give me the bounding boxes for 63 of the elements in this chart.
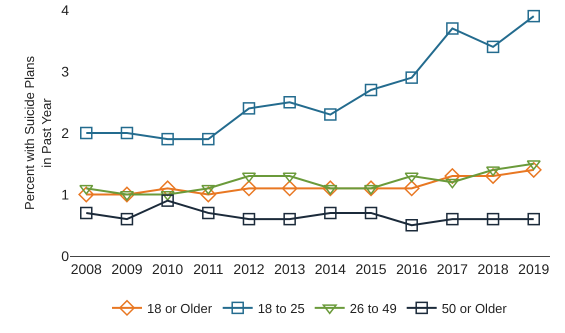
x-tick-label: 2014 bbox=[314, 260, 346, 277]
point bbox=[364, 184, 378, 195]
point bbox=[78, 186, 94, 202]
x-tick-label: 2019 bbox=[518, 260, 550, 277]
point bbox=[446, 22, 459, 35]
legend-label: 18 or Older bbox=[147, 300, 213, 316]
point bbox=[324, 206, 337, 220]
x-tick-label: 2017 bbox=[436, 260, 468, 277]
x-tick-label: 2012 bbox=[233, 260, 265, 277]
point bbox=[241, 180, 257, 196]
y-tick-label: 4 bbox=[61, 2, 70, 18]
point bbox=[202, 206, 215, 220]
y-tick-label: 3 bbox=[61, 63, 70, 80]
y-axis-title: Percent with Suicide Plans in Past Year bbox=[22, 56, 54, 210]
y-tick-label: 2 bbox=[61, 124, 70, 141]
x-tick-label: 2009 bbox=[111, 260, 143, 277]
legend-label: 50 or Older bbox=[442, 300, 508, 316]
x-tick-label: 2016 bbox=[396, 260, 428, 277]
point bbox=[283, 96, 296, 108]
legend-label: 26 to 49 bbox=[350, 300, 397, 316]
point bbox=[242, 212, 256, 226]
point bbox=[160, 180, 176, 196]
point bbox=[486, 40, 500, 54]
point bbox=[527, 212, 540, 226]
point bbox=[364, 84, 378, 96]
point bbox=[161, 132, 174, 146]
point bbox=[120, 126, 134, 140]
point bbox=[202, 132, 215, 146]
point bbox=[80, 126, 93, 140]
y-tick-label: 0 bbox=[61, 248, 70, 264]
legend-label: 18 to 25 bbox=[258, 300, 305, 316]
point bbox=[120, 212, 134, 226]
x-tick-label: 2008 bbox=[70, 260, 102, 277]
x-tick-label: 2018 bbox=[477, 260, 509, 277]
point bbox=[364, 206, 378, 220]
x-tick-label: 2013 bbox=[274, 260, 306, 277]
point bbox=[485, 168, 501, 184]
point bbox=[405, 219, 418, 232]
point bbox=[200, 186, 216, 202]
x-tick-label: 2011 bbox=[193, 260, 224, 277]
point bbox=[242, 102, 256, 115]
point bbox=[324, 108, 337, 121]
x-tick-label: 2010 bbox=[152, 260, 184, 277]
point bbox=[486, 166, 500, 176]
point bbox=[526, 162, 542, 178]
point bbox=[486, 212, 500, 226]
point bbox=[323, 184, 338, 195]
point bbox=[363, 180, 379, 196]
point bbox=[80, 206, 93, 220]
point bbox=[405, 71, 418, 84]
point bbox=[446, 212, 459, 226]
point bbox=[444, 168, 460, 184]
point bbox=[322, 180, 338, 196]
y-tick-label: 1 bbox=[61, 186, 70, 202]
point bbox=[201, 184, 216, 195]
point bbox=[283, 212, 296, 226]
point bbox=[282, 180, 298, 196]
x-tick-label: 2015 bbox=[355, 260, 387, 277]
point bbox=[527, 10, 540, 22]
point bbox=[79, 184, 94, 195]
point bbox=[404, 180, 420, 196]
point bbox=[161, 194, 174, 207]
point bbox=[119, 186, 135, 202]
